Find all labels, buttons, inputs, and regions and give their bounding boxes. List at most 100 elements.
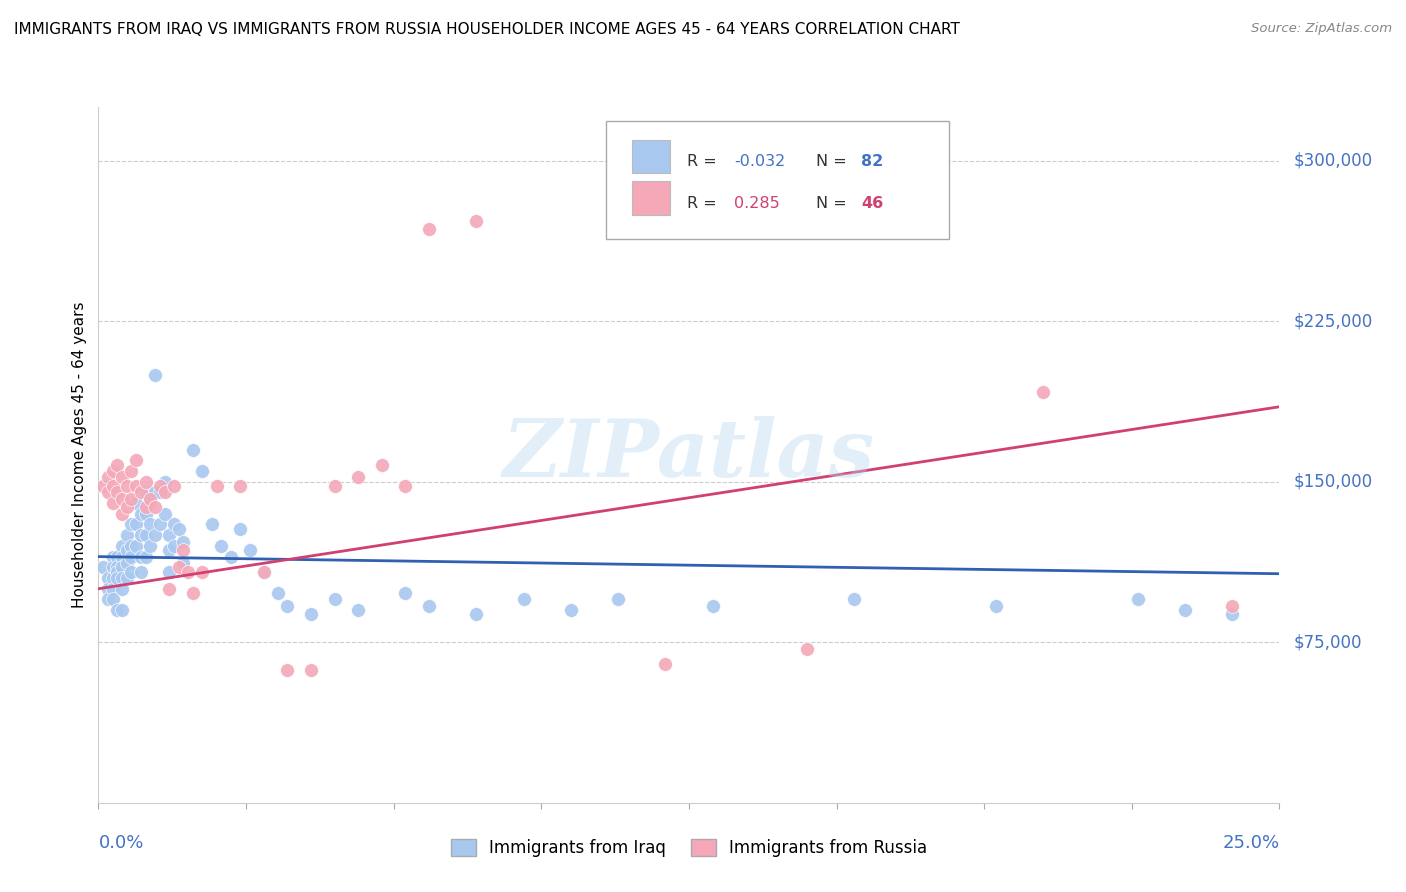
Point <box>129 507 152 521</box>
Point <box>512 592 534 607</box>
Point <box>97 485 120 500</box>
Point <box>139 496 162 510</box>
Point <box>143 528 166 542</box>
Point <box>253 565 276 579</box>
Point <box>371 458 394 472</box>
Point <box>111 507 134 521</box>
Point <box>418 222 440 236</box>
Point <box>105 549 128 564</box>
FancyBboxPatch shape <box>633 181 671 215</box>
Point <box>276 599 298 613</box>
Point <box>347 603 370 617</box>
Point <box>299 663 322 677</box>
Point <box>125 479 148 493</box>
Point <box>139 539 162 553</box>
Point <box>1174 603 1197 617</box>
Point <box>105 603 128 617</box>
Point <box>299 607 322 622</box>
Point <box>1126 592 1149 607</box>
Point <box>101 592 124 607</box>
Point <box>177 565 200 579</box>
Point <box>121 517 143 532</box>
Point <box>172 534 194 549</box>
Point <box>97 592 120 607</box>
Point <box>111 539 134 553</box>
Point <box>115 479 138 493</box>
Point <box>560 603 582 617</box>
Point <box>111 470 134 484</box>
Point <box>101 549 124 564</box>
Point <box>115 500 138 515</box>
Point <box>91 479 114 493</box>
Point <box>125 496 148 510</box>
Point <box>209 539 232 553</box>
Point <box>607 592 630 607</box>
Text: 82: 82 <box>862 154 883 169</box>
Point <box>125 539 148 553</box>
Text: $150,000: $150,000 <box>1294 473 1372 491</box>
Point <box>135 485 157 500</box>
Point <box>157 528 180 542</box>
Point <box>139 517 162 532</box>
Point <box>111 491 134 506</box>
Legend: Immigrants from Iraq, Immigrants from Russia: Immigrants from Iraq, Immigrants from Ru… <box>444 832 934 864</box>
Point <box>163 479 186 493</box>
Point <box>191 565 214 579</box>
Text: Source: ZipAtlas.com: Source: ZipAtlas.com <box>1251 22 1392 36</box>
Text: N =: N = <box>817 154 852 169</box>
Point <box>219 549 242 564</box>
Point <box>115 571 138 585</box>
Point <box>91 560 114 574</box>
Point <box>149 485 172 500</box>
Point <box>267 586 290 600</box>
Point <box>394 586 416 600</box>
Point <box>101 464 124 478</box>
Point <box>153 507 176 521</box>
Point <box>163 539 186 553</box>
Point <box>129 528 152 542</box>
Y-axis label: Householder Income Ages 45 - 64 years: Householder Income Ages 45 - 64 years <box>72 301 87 608</box>
Point <box>418 599 440 613</box>
Point <box>101 560 124 574</box>
Point <box>121 464 143 478</box>
Point <box>465 607 488 622</box>
Point <box>239 543 262 558</box>
Point <box>844 592 866 607</box>
Point <box>115 556 138 570</box>
Point <box>101 571 124 585</box>
Point <box>121 491 143 506</box>
Text: $225,000: $225,000 <box>1294 312 1372 330</box>
Point <box>1220 607 1243 622</box>
Point <box>135 528 157 542</box>
Point <box>163 517 186 532</box>
Point <box>181 586 204 600</box>
Point <box>111 582 134 596</box>
Text: -0.032: -0.032 <box>734 154 785 169</box>
Text: 0.285: 0.285 <box>734 196 779 211</box>
Point <box>167 560 190 574</box>
Point <box>135 507 157 521</box>
Text: N =: N = <box>817 196 852 211</box>
Text: R =: R = <box>686 154 721 169</box>
Point <box>135 475 157 489</box>
Point <box>101 496 124 510</box>
Point <box>121 565 143 579</box>
Point <box>323 592 346 607</box>
Point <box>229 479 252 493</box>
Point <box>105 565 128 579</box>
Point <box>181 442 204 457</box>
Point <box>229 522 252 536</box>
Point <box>135 549 157 564</box>
Point <box>105 560 128 574</box>
Point <box>111 603 134 617</box>
Point <box>143 485 166 500</box>
Point <box>101 479 124 493</box>
Point <box>105 458 128 472</box>
Point <box>323 479 346 493</box>
Point <box>129 565 152 579</box>
Point <box>205 479 228 493</box>
Point <box>129 549 152 564</box>
Point <box>153 475 176 489</box>
Point <box>654 657 676 671</box>
Point <box>97 571 120 585</box>
